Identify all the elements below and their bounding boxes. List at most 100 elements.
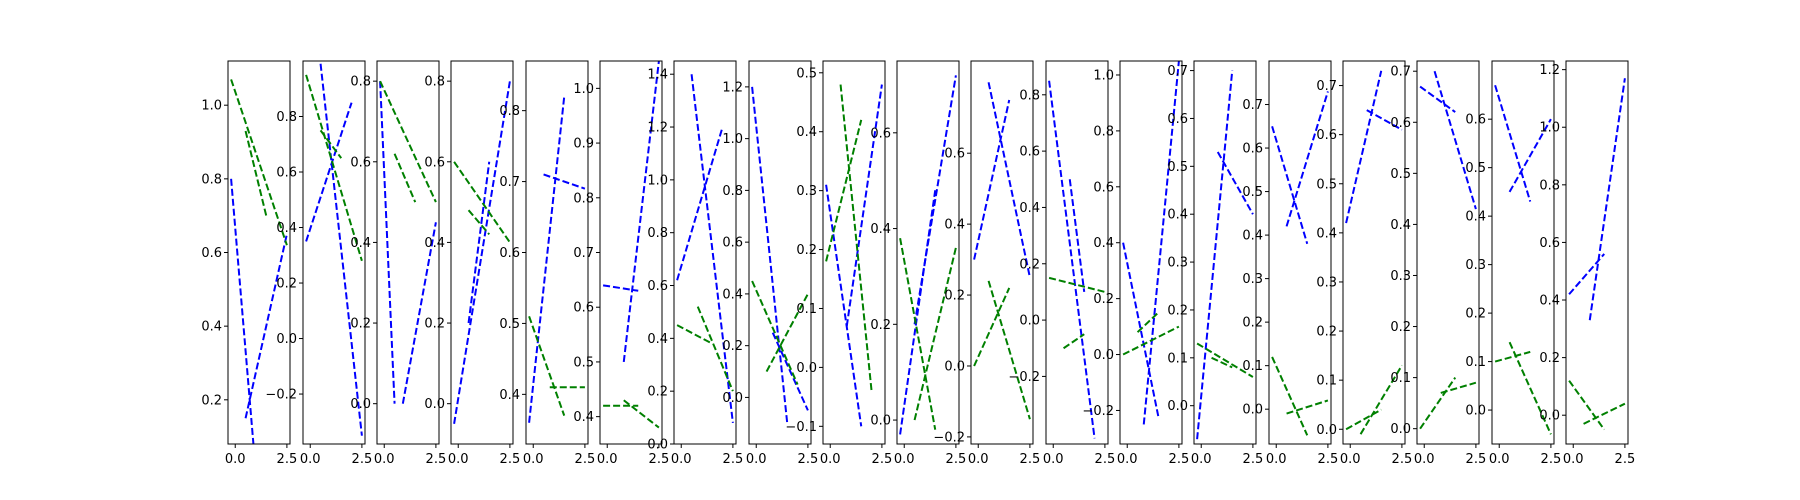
subplot-14: 0.0 2.50.00.10.20.30.40.50.60.7 — [1167, 60, 1263, 467]
x-tick-label: 2.5 — [1169, 452, 1190, 467]
y-tick-label: 0.0 — [722, 391, 743, 406]
y-tick-label: 0.6 — [944, 147, 965, 162]
y-tick-label: 0.1 — [1390, 371, 1411, 386]
x-tick-label: 0.0 — [523, 452, 544, 467]
y-tick-label: 0.6 — [1465, 113, 1486, 128]
y-tick-label: 0.2 — [796, 243, 817, 258]
series-1-segment-1 — [453, 80, 511, 425]
y-tick-label: 0.8 — [573, 191, 594, 206]
series-1-segment-2 — [1068, 179, 1086, 293]
y-tick-label: 0.4 — [1019, 201, 1040, 216]
series-2-segment-1 — [379, 80, 437, 203]
y-tick-label: 0.0 — [647, 438, 668, 453]
series-2-segment-2 — [1136, 311, 1159, 333]
series-group — [1419, 70, 1477, 430]
series-2-segment-2 — [1440, 381, 1477, 394]
y-tick-label: 1.0 — [1539, 121, 1560, 136]
subplot-4: 0.0 2.50.00.20.40.60.8 — [424, 60, 520, 467]
series-group — [1196, 70, 1254, 440]
y-tick-label: 0.8 — [1539, 178, 1560, 193]
series-1-segment-2 — [401, 222, 437, 404]
subplot-6: 0.0 2.50.40.50.60.70.80.91.0 — [573, 60, 669, 467]
y-tick-label: 0.3 — [1167, 256, 1188, 271]
y-tick-label: 0.0 — [870, 414, 891, 429]
x-tick-label: 0.0 — [1191, 452, 1212, 467]
series-2-segment-2 — [244, 130, 268, 216]
y-tick-label: 0.1 — [1316, 374, 1337, 389]
x-tick-label: 2.5 — [798, 452, 819, 467]
x-tick-label: 0.0 — [1043, 452, 1064, 467]
series-1-segment-2 — [987, 82, 1031, 278]
y-tick-label: 0.4 — [424, 236, 445, 251]
y-tick-label: 0.4 — [796, 125, 817, 140]
series-2-segment-2 — [319, 129, 343, 159]
x-tick-label: 0.0 — [1414, 452, 1435, 467]
series-2-segment-1 — [528, 315, 566, 416]
x-tick-label: 2.5 — [1541, 452, 1562, 467]
series-2-segment-2 — [1583, 402, 1626, 425]
y-tick-label: 0.6 — [424, 155, 445, 170]
series-1-segment-1 — [1048, 80, 1096, 439]
y-tick-label: 0.2 — [276, 277, 297, 292]
series-1-segment-1 — [1494, 84, 1532, 202]
y-tick-label: 0.3 — [1316, 275, 1337, 290]
y-tick-label: 0.6 — [870, 126, 891, 141]
x-tick-label: 2.5 — [872, 452, 893, 467]
axes-frame — [1565, 60, 1629, 445]
series-group — [1122, 61, 1180, 425]
y-tick-label: 0.5 — [499, 317, 520, 332]
series-1-segment-2 — [1142, 61, 1180, 425]
y-tick-label: 0.0 — [424, 397, 445, 412]
series-2-segment-2 — [765, 293, 809, 373]
subplot-13: 0.0 2.5−0.20.00.20.40.60.81.0 — [1082, 60, 1190, 467]
subplot-8: 0.0 2.50.00.20.40.60.81.01.2 — [722, 60, 819, 467]
y-tick-label: 0.8 — [1019, 88, 1040, 103]
y-tick-label: 0.0 — [276, 332, 297, 347]
x-tick-label: 2.5 — [946, 452, 967, 467]
series-1-segment-2 — [622, 61, 660, 363]
y-tick-label: 0.4 — [870, 222, 891, 237]
y-tick-label: 0.0 — [350, 397, 371, 412]
series-group — [1048, 80, 1106, 439]
x-tick-label: 2.5 — [1392, 452, 1413, 467]
y-tick-label: 0.2 — [1465, 307, 1486, 322]
series-group — [305, 63, 363, 436]
x-tick-label: 2.5 — [426, 452, 447, 467]
y-tick-label: 0.6 — [1316, 128, 1337, 143]
series-2-segment-2 — [1286, 399, 1329, 415]
series-group — [1345, 70, 1403, 435]
y-tick-label: 0.4 — [944, 218, 965, 233]
series-2-segment-1 — [899, 237, 937, 430]
axes-frame — [1416, 60, 1480, 445]
subplot-12: 0.0 2.5−0.20.00.20.40.60.8 — [1008, 60, 1115, 467]
y-tick-label: 0.5 — [573, 355, 594, 370]
series-1-segment-1 — [1419, 85, 1456, 113]
x-tick-label: 0.0 — [448, 452, 469, 467]
y-tick-label: 0.7 — [1316, 79, 1337, 94]
y-tick-label: 0.4 — [1390, 218, 1411, 233]
series-1-segment-2 — [467, 161, 491, 324]
subplot-7: 0.0 2.50.00.20.40.60.81.01.21.4 — [647, 60, 743, 467]
y-tick-label: 0.2 — [1019, 257, 1040, 272]
y-tick-label: 1.2 — [722, 80, 743, 95]
y-tick-label: 0.4 — [573, 410, 594, 425]
series-group — [973, 82, 1031, 420]
x-tick-label: 0.0 — [820, 452, 841, 467]
x-tick-label: 0.0 — [300, 452, 321, 467]
series-1-segment-1 — [1271, 125, 1309, 245]
y-tick-label: 0.3 — [796, 184, 817, 199]
y-tick-label: 0.0 — [1465, 404, 1486, 419]
y-tick-label: 0.1 — [1167, 351, 1188, 366]
series-2-segment-2 — [1063, 333, 1085, 350]
y-tick-label: 0.7 — [1167, 64, 1188, 79]
y-tick-label: 0.2 — [424, 317, 445, 332]
series-2-segment-1 — [230, 79, 288, 246]
y-tick-label: 0.7 — [1242, 98, 1263, 113]
series-1-segment-1 — [1345, 70, 1383, 224]
y-tick-label: 0.7 — [1390, 65, 1411, 80]
series-2-segment-2 — [987, 280, 1031, 420]
y-tick-label: 0.3 — [1242, 272, 1263, 287]
series-2-segment-1 — [1196, 342, 1254, 378]
y-tick-label: 0.8 — [201, 172, 222, 187]
